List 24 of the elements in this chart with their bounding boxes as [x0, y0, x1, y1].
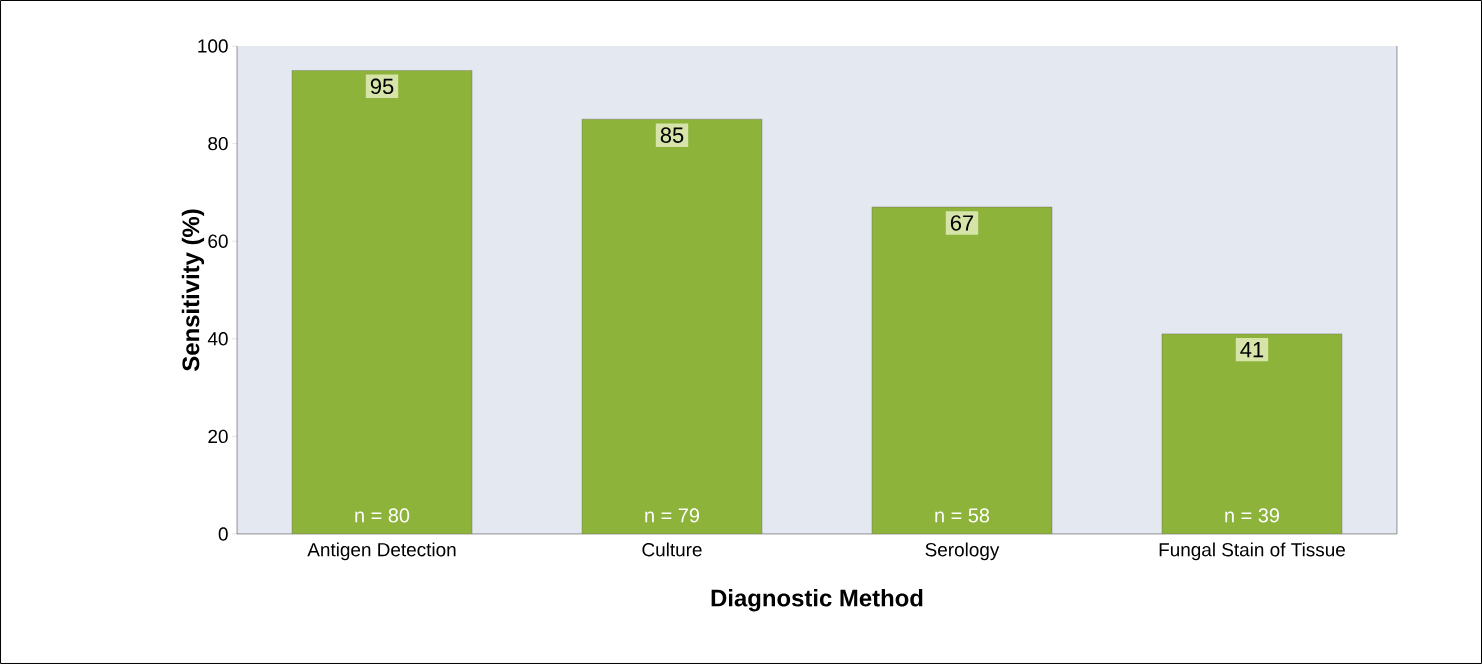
y-tick-label: 40	[207, 332, 228, 346]
bar	[1161, 333, 1343, 534]
bar	[581, 118, 763, 534]
data-label: 41	[1240, 342, 1264, 358]
y-tick-label: 20	[208, 429, 228, 444]
annotation: n = 58	[935, 508, 990, 523]
annotation: n = 80	[355, 508, 410, 523]
y-tick-label: 0	[218, 527, 228, 541]
x-tick-label: Culture	[642, 542, 702, 557]
bar	[871, 206, 1053, 534]
y-tick-label: 60	[208, 234, 228, 248]
annotation: n = 39	[1225, 508, 1279, 523]
data-label: 95	[370, 78, 394, 95]
x-axis-title: Diagnostic Method	[711, 588, 923, 612]
x-tick-label: Serology	[925, 542, 1000, 561]
x-tick-label: Fungal Stain of Tissue	[1159, 542, 1345, 561]
bar	[291, 70, 473, 534]
data-label: 85	[660, 127, 684, 143]
y-axis-title: Sensitivity (%)	[181, 209, 205, 372]
y-tick-label: 100	[198, 39, 228, 53]
data-label: 67	[950, 215, 974, 231]
y-tick-label: 80	[208, 136, 228, 151]
x-tick-label: Antigen Detection	[307, 542, 456, 561]
annotation: n = 79	[645, 508, 700, 523]
